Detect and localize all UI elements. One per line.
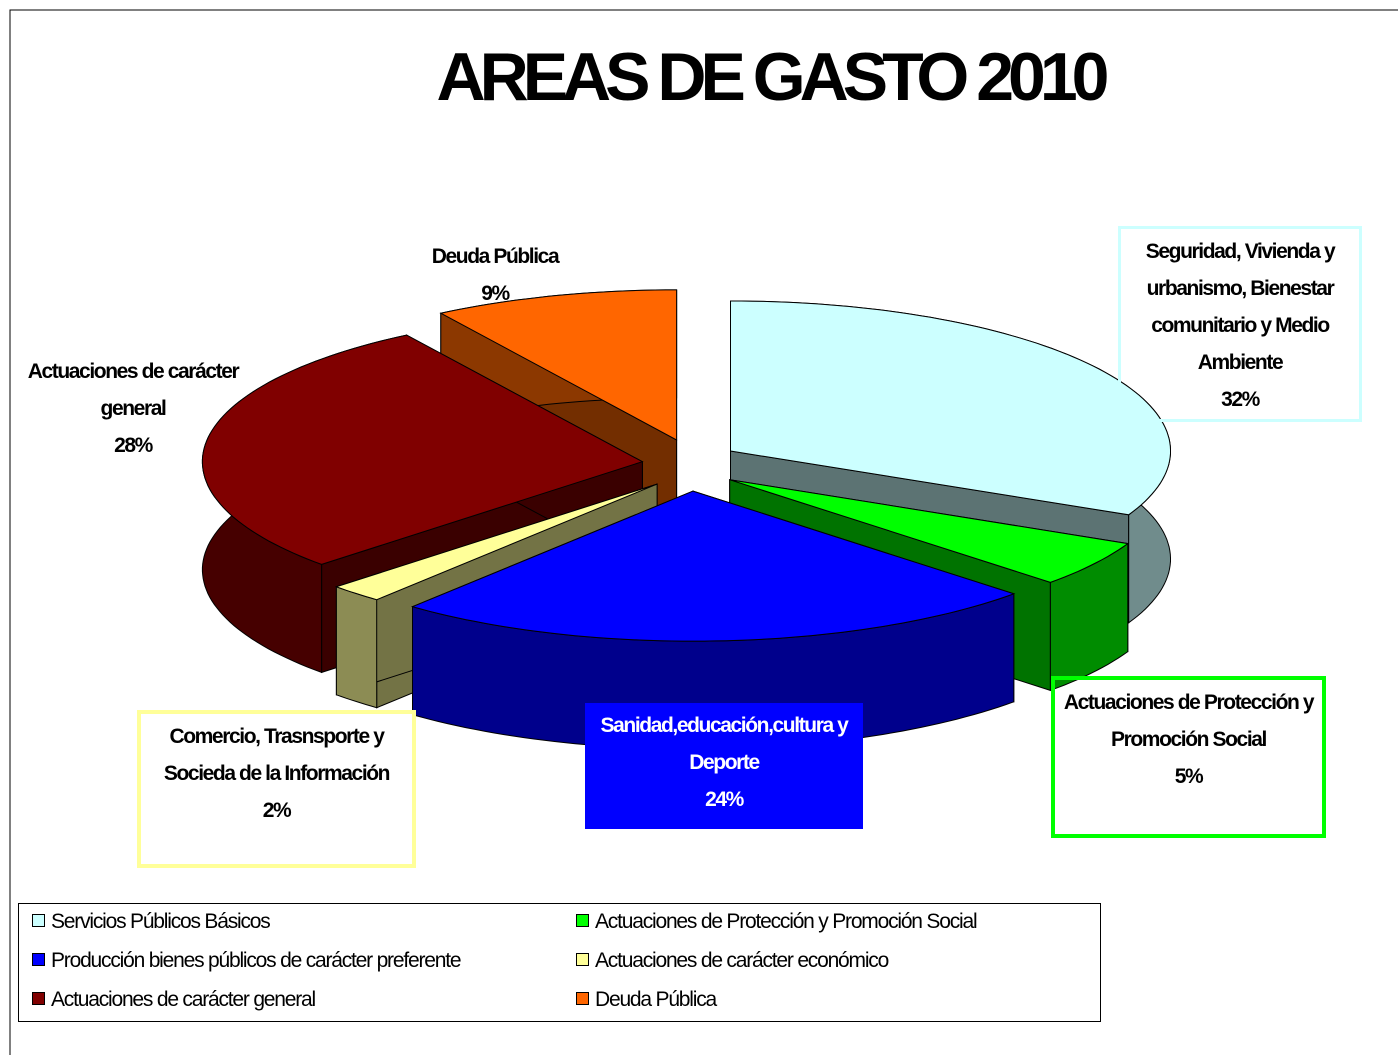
data-label-value: 32% xyxy=(1221,388,1260,411)
legend-label: Producción bienes públicos de carácter p… xyxy=(51,949,462,972)
legend-label: Deuda Pública xyxy=(595,988,717,1011)
legend-swatch xyxy=(32,992,45,1005)
legend-label: Actuaciones de Protección y Promoción So… xyxy=(595,910,978,933)
data-label: Actuaciones de Protección y Promoción So… xyxy=(1051,676,1326,838)
slice xyxy=(729,479,1130,583)
data-label-name: Actuaciones de carácter general xyxy=(27,360,240,420)
chart-title: AREAS DE GASTO 2010 xyxy=(436,39,1109,115)
legend-item: Deuda Pública xyxy=(576,988,717,1012)
data-label-name: Deuda Pública xyxy=(431,245,560,268)
frame xyxy=(9,9,1398,1055)
data-label: Deuda Pública 9% xyxy=(398,234,592,308)
slice xyxy=(334,483,658,601)
data-label-value: 5% xyxy=(1174,765,1204,788)
legend-item: Producción bienes públicos de carácter p… xyxy=(32,949,462,973)
data-label-value: 24% xyxy=(705,788,744,811)
data-label-value: 2% xyxy=(262,799,292,822)
slice xyxy=(201,334,644,565)
legend: Servicios Públicos Básicos Actuaciones de… xyxy=(18,903,1101,1022)
legend-item: Actuaciones de carácter económico xyxy=(576,949,889,973)
data-label-name: Sanidad,educación,cultura y Deporte xyxy=(600,714,849,774)
legend-item: Actuaciones de Protección y Promoción So… xyxy=(576,910,978,934)
slice xyxy=(439,289,678,441)
data-label-value: 28% xyxy=(114,434,153,457)
data-label-name: Comercio, Trasnsporte y Socieda de la In… xyxy=(163,725,391,785)
legend-item: Actuaciones de carácter general xyxy=(32,988,316,1012)
legend-swatch xyxy=(32,953,45,966)
slice-wall xyxy=(335,586,378,709)
data-label: Comercio, Trasnsporte y Socieda de la In… xyxy=(137,710,416,868)
data-label-name: Actuaciones de Protección y Promoción So… xyxy=(1063,691,1315,751)
data-label: Seguridad, Vivienda y urbanismo, Bienest… xyxy=(1118,226,1362,422)
slice xyxy=(410,490,1016,642)
legend-swatch xyxy=(32,914,45,927)
data-label: Actuaciones de carácter general 28% xyxy=(0,349,266,463)
data-label: Sanidad,educación,cultura y Deporte 24% xyxy=(585,703,863,829)
legend-label: Actuaciones de carácter general xyxy=(51,988,316,1011)
legend-swatch xyxy=(576,953,589,966)
legend-swatch xyxy=(576,992,589,1005)
data-label-name: Seguridad, Vivienda y urbanismo, Bienest… xyxy=(1145,240,1336,374)
slice xyxy=(730,300,1171,516)
data-label-value: 9% xyxy=(481,282,510,305)
legend-swatch xyxy=(576,914,589,927)
legend-label: Servicios Públicos Básicos xyxy=(51,910,271,933)
legend-label: Actuaciones de carácter económico xyxy=(595,949,889,972)
legend-item: Servicios Públicos Básicos xyxy=(32,910,271,934)
